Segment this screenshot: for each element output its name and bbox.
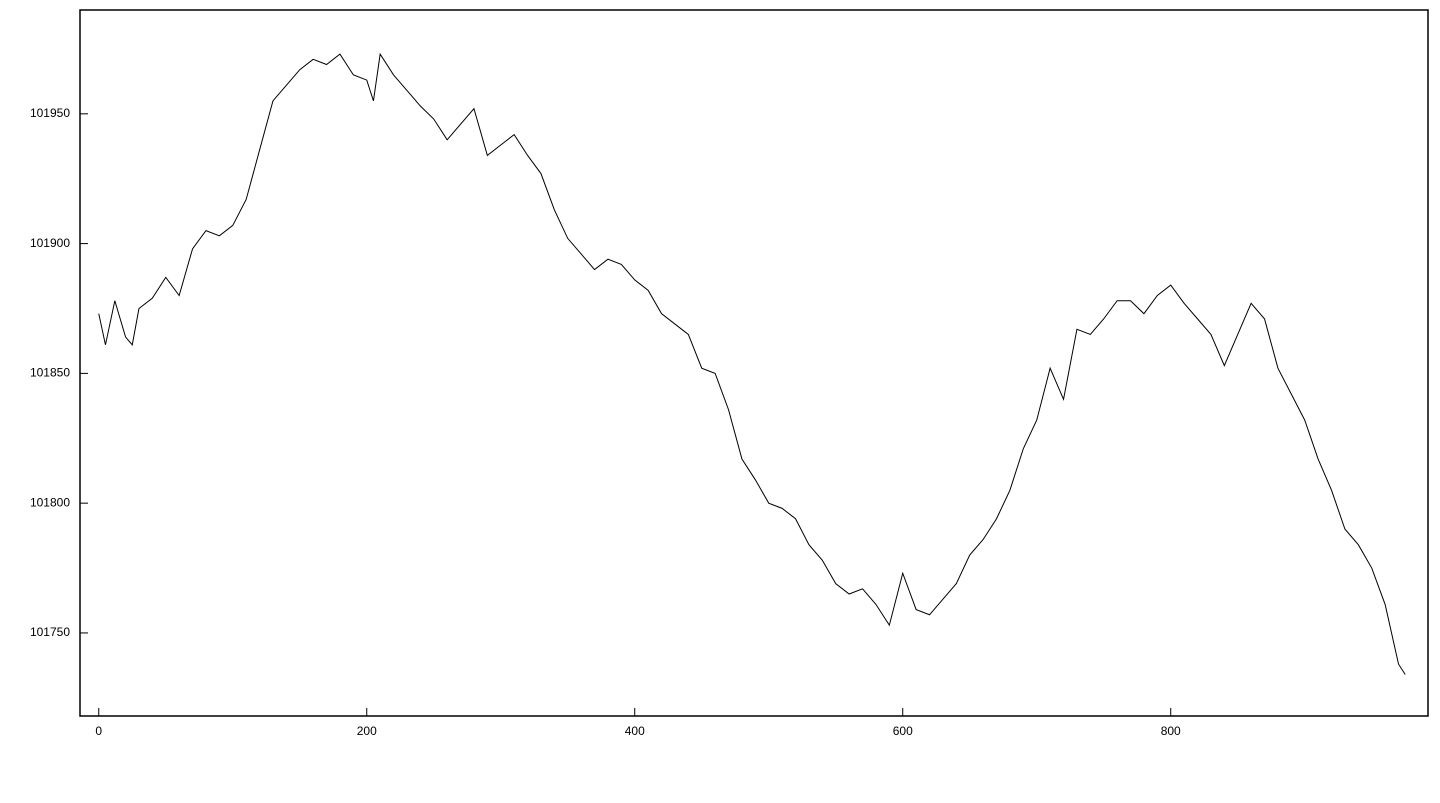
x-tick-label: 400 — [625, 724, 645, 738]
plot-frame — [79, 9, 1429, 717]
y-tick-label: 101850 — [30, 366, 70, 380]
y-tick-label: 101750 — [30, 625, 70, 639]
x-tick-label: 200 — [357, 724, 377, 738]
y-tick-label: 101900 — [30, 236, 70, 250]
x-tick-label: 800 — [1161, 724, 1181, 738]
x-tick-label: 600 — [893, 724, 913, 738]
data-line — [98, 52, 1406, 675]
x-tick-label: 0 — [95, 724, 102, 738]
y-tick-label: 101950 — [30, 106, 70, 120]
y-tick-label: 101800 — [30, 495, 70, 509]
